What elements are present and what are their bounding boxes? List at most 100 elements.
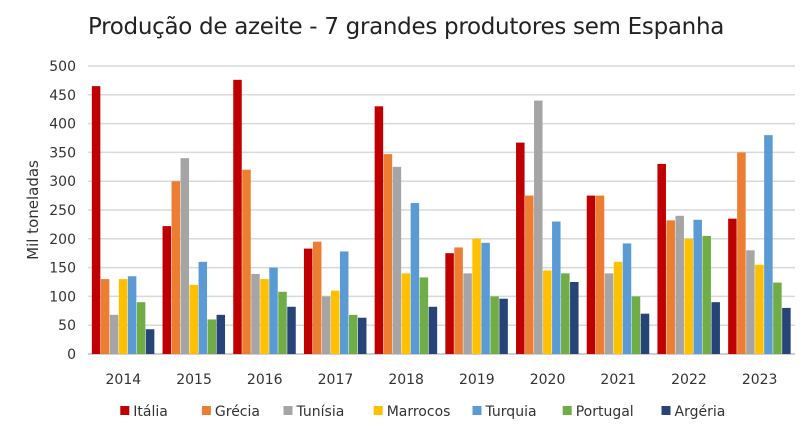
bar-tunísia-2014 (109, 314, 119, 354)
bar-turquia-2014 (127, 276, 137, 354)
bar-itália-2022 (657, 163, 666, 354)
bar-marrocos-2018 (401, 273, 411, 354)
legend-label: Marrocos (387, 404, 451, 420)
bar-portugal-2015 (207, 319, 217, 354)
legend-swatch-grécia (201, 406, 211, 415)
bar-turquia-2021 (622, 243, 632, 354)
bar-portugal-2022 (702, 235, 711, 354)
legend-label: Argéria (675, 404, 726, 420)
bar-marrocos-2022 (684, 238, 693, 354)
legend-swatch-itália (120, 406, 130, 415)
bar-tunísia-2021 (604, 273, 614, 354)
legend-swatch-portugal (562, 406, 572, 415)
x-tick-label: 2016 (247, 372, 283, 388)
bar-portugal-2017 (348, 314, 358, 354)
bar-grécia-2021 (595, 195, 605, 354)
bar-argéria-2017 (357, 317, 367, 354)
legend-label: Itália (133, 404, 168, 420)
legend-label: Portugal (576, 404, 634, 420)
legend-swatch-tunísia (283, 406, 293, 415)
bar-argéria-2019 (499, 298, 508, 354)
bar-marrocos-2019 (472, 238, 481, 354)
bar-turquia-2015 (198, 261, 208, 354)
y-tick-label: 150 (49, 261, 76, 277)
bar-argéria-2014 (145, 329, 155, 354)
bar-turquia-2019 (481, 242, 490, 354)
bar-marrocos-2020 (543, 270, 552, 354)
y-tick-label: 100 (49, 289, 76, 305)
bar-grécia-2017 (312, 241, 322, 354)
bar-itália-2023 (728, 218, 737, 354)
bar-argéria-2022 (711, 302, 720, 354)
bar-argéria-2020 (570, 282, 579, 354)
bar-argéria-2015 (216, 314, 226, 354)
legend-label: Turquia (485, 404, 537, 420)
bar-tunísia-2020 (534, 100, 543, 354)
bar-itália-2020 (516, 142, 525, 354)
bar-turquia-2022 (693, 219, 702, 354)
y-axis-label: Mil toneladas (24, 160, 42, 260)
bar-turquia-2017 (339, 251, 349, 354)
x-tick-label: 2021 (600, 372, 636, 388)
legend-swatch-marrocos (373, 406, 383, 415)
y-tick-label: 250 (49, 203, 76, 219)
bar-marrocos-2014 (118, 279, 128, 354)
bar-marrocos-2016 (260, 279, 269, 354)
bar-portugal-2019 (490, 296, 499, 354)
y-tick-label: 200 (49, 232, 76, 248)
bar-itália-2021 (586, 195, 596, 354)
bar-turquia-2018 (410, 203, 420, 354)
bar-grécia-2020 (525, 195, 534, 354)
bar-marrocos-2015 (189, 284, 199, 354)
bar-itália-2017 (303, 248, 313, 354)
bar-grécia-2018 (383, 154, 393, 354)
bar-turquia-2020 (552, 221, 561, 354)
chart-title: Produção de azeite - 7 grandes produtore… (87, 14, 725, 40)
bar-itália-2018 (374, 106, 384, 354)
y-tick-label: 300 (49, 174, 76, 190)
bar-argéria-2016 (287, 306, 296, 354)
bar-grécia-2014 (100, 279, 110, 354)
bar-grécia-2022 (666, 220, 675, 354)
x-tick-label: 2018 (388, 372, 424, 388)
legend-label: Grécia (215, 404, 260, 420)
bar-marrocos-2023 (755, 264, 764, 354)
y-tick-label: 50 (58, 318, 76, 334)
bar-tunísia-2019 (463, 273, 472, 354)
legend-swatch-argéria (661, 406, 671, 415)
y-tick-label: 500 (49, 59, 76, 75)
x-tick-label: 2022 (671, 372, 707, 388)
bar-marrocos-2017 (330, 290, 340, 354)
bar-itália-2015 (162, 226, 172, 354)
y-tick-label: 400 (49, 117, 76, 133)
x-tick-label: 2015 (176, 372, 212, 388)
bar-portugal-2016 (278, 291, 287, 354)
bar-argéria-2021 (640, 313, 650, 354)
bar-argéria-2023 (782, 307, 791, 354)
x-tick-label: 2014 (106, 372, 142, 388)
x-tick-label: 2019 (459, 372, 495, 388)
bar-portugal-2023 (773, 282, 782, 354)
y-tick-label: 450 (49, 88, 76, 104)
x-tick-label: 2023 (742, 372, 778, 388)
bar-turquia-2023 (764, 135, 773, 354)
x-tick-label: 2020 (530, 372, 566, 388)
bar-tunísia-2018 (392, 166, 402, 354)
y-tick-label: 350 (49, 145, 76, 161)
bar-grécia-2023 (737, 152, 746, 354)
legend-swatch-turquia (472, 406, 482, 415)
bar-itália-2019 (445, 253, 454, 354)
bar-portugal-2014 (136, 302, 146, 354)
bar-portugal-2021 (631, 296, 641, 354)
bar-tunísia-2023 (746, 250, 755, 354)
bar-tunísia-2016 (251, 273, 260, 354)
bar-turquia-2016 (269, 267, 278, 354)
bar-tunísia-2022 (675, 215, 684, 354)
bar-tunísia-2017 (321, 296, 331, 354)
bar-argéria-2018 (428, 306, 438, 354)
bar-tunísia-2015 (180, 158, 190, 354)
x-tick-label: 2017 (318, 372, 354, 388)
bar-marrocos-2021 (613, 261, 623, 354)
bar-grécia-2015 (171, 181, 181, 354)
bar-portugal-2020 (561, 273, 570, 354)
